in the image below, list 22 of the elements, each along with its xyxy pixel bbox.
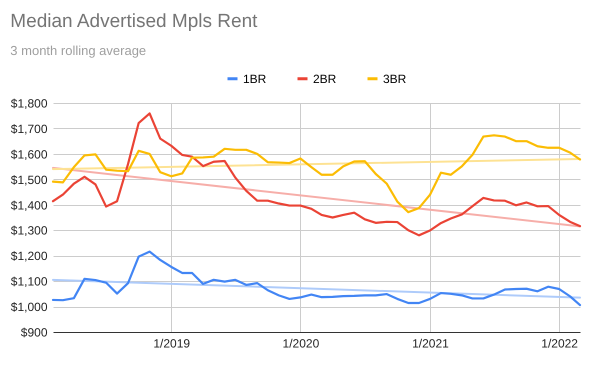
y-tick-label: $1,600	[10, 147, 48, 162]
x-tick-label: 1/2021	[412, 336, 450, 350]
y-tick-label: $1,500	[10, 172, 48, 187]
y-tick-label: $1,200	[10, 249, 48, 264]
chart-subtitle: 3 month rolling average	[10, 43, 146, 58]
legend-label: 2BR	[313, 72, 337, 86]
line-series	[52, 112, 582, 236]
y-tick-label: $1,800	[10, 96, 48, 110]
y-tick-label: $1,300	[10, 224, 48, 238]
line-series	[52, 250, 582, 306]
x-tick-label: 1/2020	[282, 336, 320, 350]
y-tick-label: $1,100	[10, 274, 48, 289]
chart-title: Median Advertised Mpls Rent	[10, 11, 258, 32]
x-tick-label: 1/2019	[153, 336, 190, 350]
y-tick-label: $1,700	[10, 122, 48, 136]
legend-label: 3BR	[383, 72, 407, 86]
legend-label: 1BR	[243, 72, 267, 86]
x-tick-label: 1/2022	[541, 336, 578, 350]
line-series	[52, 134, 582, 214]
y-tick-label: $1,000	[10, 300, 48, 314]
y-tick-label: $900	[20, 326, 48, 340]
y-tick-label: $1,400	[10, 198, 48, 212]
